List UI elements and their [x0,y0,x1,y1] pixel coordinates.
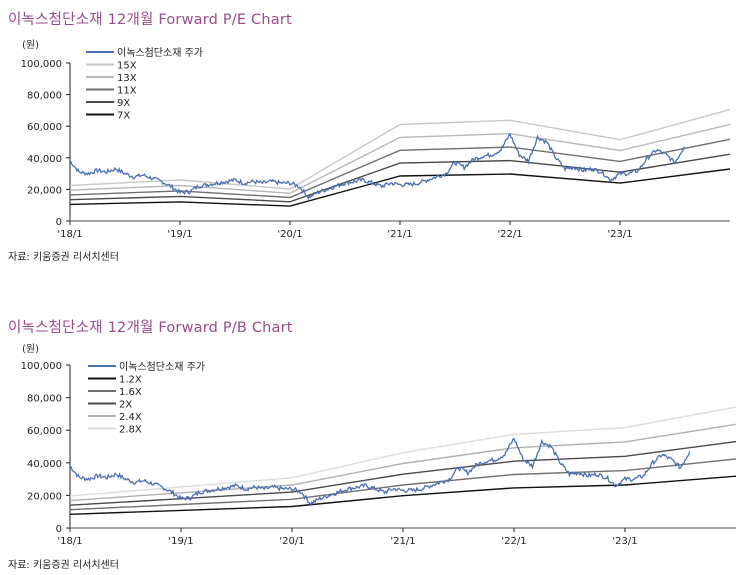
band-line-13x [69,123,731,195]
y-tick-label: 100,000 [21,59,62,70]
y-tick-label: 100,000 [21,361,62,372]
legend-label: 13X [117,73,137,84]
y-tick-label: 80,000 [27,91,62,102]
legend-label: 이녹스첨단소재 주가 [119,361,205,373]
band-line-2.4x [69,423,737,502]
y-tick-label: 40,000 [27,459,62,470]
legend-label: 이녹스첨단소재 주가 [117,47,203,59]
band-line-1.2x [69,475,737,515]
y-tick-label: 80,000 [27,394,62,405]
legend-label: 2.8X [119,425,142,436]
band-line-15x [69,108,731,190]
legend-label: 15X [117,61,137,72]
legend-label: 9X [117,98,130,109]
band-line-7x [69,168,731,207]
legend-label: 2X [119,400,132,411]
y-tick-label: 20,000 [27,491,62,502]
legend-label: 1.6X [119,387,142,398]
pe-source: 자료: 키움증권 리서치센터 [8,252,119,263]
x-tick-label: '20/1 [279,536,304,547]
x-tick-label: '20/1 [277,229,302,240]
x-tick-label: '18/1 [57,229,82,240]
x-tick-label: '21/1 [390,536,415,547]
price-line [69,133,685,201]
y-tick-label: 0 [56,217,62,228]
x-tick-label: '19/1 [167,229,192,240]
y-tick-label: 20,000 [27,185,62,196]
x-tick-label: '23/1 [607,229,632,240]
y-tick-label: 0 [56,524,62,535]
x-tick-label: '23/1 [612,536,637,547]
y-tick-label: 60,000 [27,122,62,133]
legend-label: 7X [117,111,130,122]
x-tick-label: '18/1 [57,536,82,547]
legend-label: 1.2X [119,375,142,386]
x-tick-label: '22/1 [497,229,522,240]
x-tick-label: '19/1 [168,536,193,547]
pe-chart: (원) 0 20,000 40,000 60,000 80,000 100,000 '18/1… [21,39,731,240]
price-line [69,437,691,507]
y-axis-unit: (원) [22,343,39,355]
band-line-1.6x [69,458,737,511]
legend-label: 2.4X [119,412,142,423]
y-axis-unit: (원) [22,39,39,51]
y-tick-label: 60,000 [27,426,62,437]
pb-source: 자료: 키움증권 리서치센터 [8,560,119,571]
x-tick-label: '21/1 [387,229,412,240]
legend-label: 11X [117,86,137,97]
band-line-2.8x [69,406,737,497]
pe-chart-title: 이녹스첨단소재 12개월 Forward P/E Chart [8,12,292,28]
x-tick-label: '22/1 [501,536,526,547]
y-tick-label: 40,000 [27,154,62,165]
pb-chart-title: 이녹스첨단소재 12개월 Forward P/B Chart [8,320,293,336]
